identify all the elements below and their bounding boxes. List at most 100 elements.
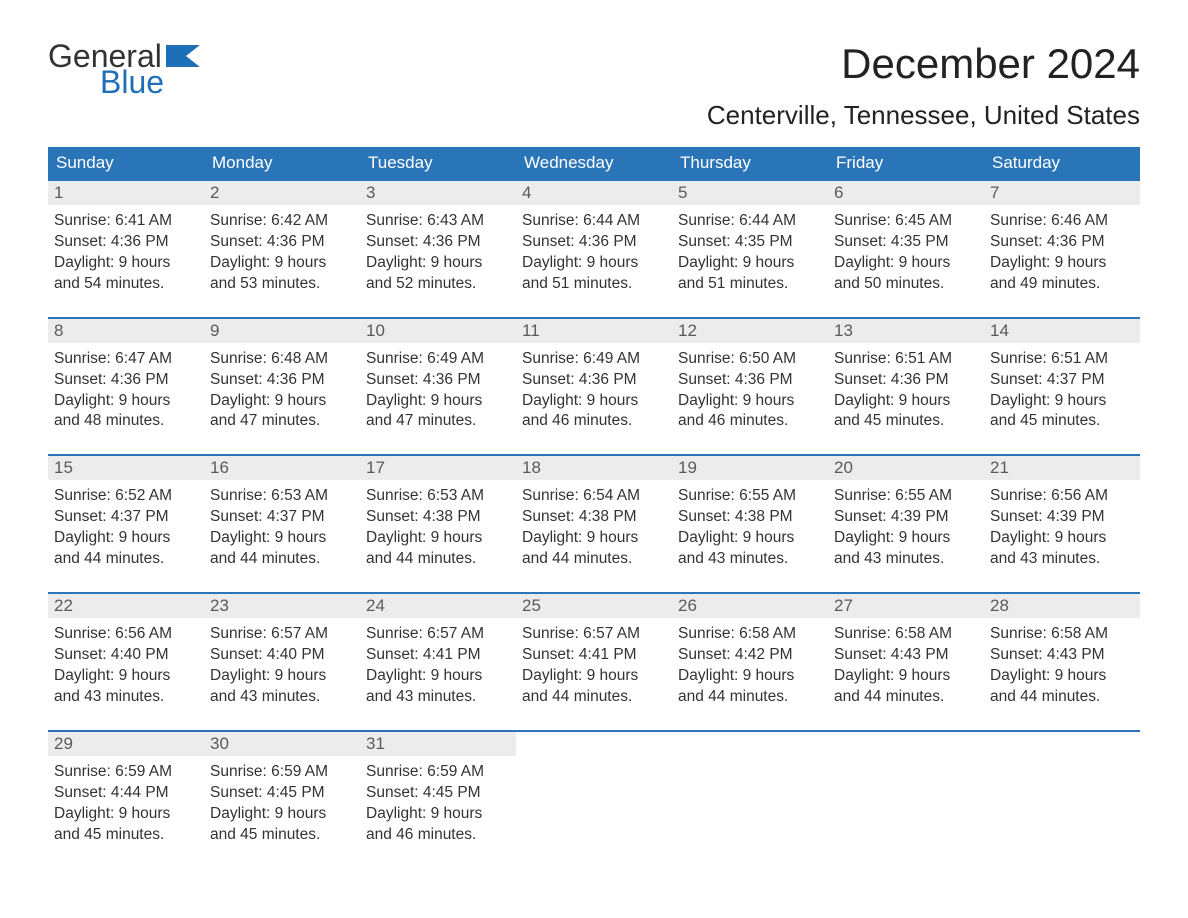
day-number: 6 — [828, 181, 984, 205]
daylight-line-2: and 43 minutes. — [834, 549, 978, 570]
day-cell: 21Sunrise: 6:56 AMSunset: 4:39 PMDayligh… — [984, 456, 1140, 574]
sunset-line: Sunset: 4:36 PM — [54, 370, 198, 391]
day-number: 10 — [360, 319, 516, 343]
day-of-week-header: Sunday Monday Tuesday Wednesday Thursday… — [48, 147, 1140, 179]
day-cell: 20Sunrise: 6:55 AMSunset: 4:39 PMDayligh… — [828, 456, 984, 574]
day-body: Sunrise: 6:45 AMSunset: 4:35 PMDaylight:… — [828, 205, 984, 299]
daylight-line-2: and 51 minutes. — [522, 274, 666, 295]
day-body: Sunrise: 6:59 AMSunset: 4:45 PMDaylight:… — [204, 756, 360, 850]
sunrise-line: Sunrise: 6:44 AM — [678, 211, 822, 232]
day-number: 29 — [48, 732, 204, 756]
day-body: Sunrise: 6:51 AMSunset: 4:37 PMDaylight:… — [984, 343, 1140, 437]
sunrise-line: Sunrise: 6:57 AM — [522, 624, 666, 645]
daylight-line-2: and 46 minutes. — [366, 825, 510, 846]
day-number: 21 — [984, 456, 1140, 480]
day-number: 22 — [48, 594, 204, 618]
day-number: 31 — [360, 732, 516, 756]
month-title: December 2024 — [707, 40, 1140, 88]
day-cell: 16Sunrise: 6:53 AMSunset: 4:37 PMDayligh… — [204, 456, 360, 574]
sunrise-line: Sunrise: 6:51 AM — [834, 349, 978, 370]
location-subtitle: Centerville, Tennessee, United States — [707, 100, 1140, 131]
day-cell: 5Sunrise: 6:44 AMSunset: 4:35 PMDaylight… — [672, 181, 828, 299]
sunset-line: Sunset: 4:36 PM — [366, 232, 510, 253]
day-number: 7 — [984, 181, 1140, 205]
sunset-line: Sunset: 4:38 PM — [678, 507, 822, 528]
sunset-line: Sunset: 4:36 PM — [834, 370, 978, 391]
day-number: 12 — [672, 319, 828, 343]
sunrise-line: Sunrise: 6:54 AM — [522, 486, 666, 507]
daylight-line-2: and 52 minutes. — [366, 274, 510, 295]
day-number: 26 — [672, 594, 828, 618]
day-body: Sunrise: 6:57 AMSunset: 4:41 PMDaylight:… — [360, 618, 516, 712]
daylight-line-1: Daylight: 9 hours — [834, 391, 978, 412]
sunrise-line: Sunrise: 6:51 AM — [990, 349, 1134, 370]
sunset-line: Sunset: 4:36 PM — [366, 370, 510, 391]
sunset-line: Sunset: 4:40 PM — [54, 645, 198, 666]
day-number: 4 — [516, 181, 672, 205]
daylight-line-2: and 51 minutes. — [678, 274, 822, 295]
week-row: 8Sunrise: 6:47 AMSunset: 4:36 PMDaylight… — [48, 317, 1140, 437]
day-body: Sunrise: 6:55 AMSunset: 4:39 PMDaylight:… — [828, 480, 984, 574]
day-cell: 9Sunrise: 6:48 AMSunset: 4:36 PMDaylight… — [204, 319, 360, 437]
sunrise-line: Sunrise: 6:52 AM — [54, 486, 198, 507]
daylight-line-1: Daylight: 9 hours — [366, 666, 510, 687]
daylight-line-1: Daylight: 9 hours — [54, 528, 198, 549]
day-number: 25 — [516, 594, 672, 618]
day-body: Sunrise: 6:58 AMSunset: 4:43 PMDaylight:… — [828, 618, 984, 712]
sunset-line: Sunset: 4:41 PM — [366, 645, 510, 666]
sunset-line: Sunset: 4:36 PM — [54, 232, 198, 253]
daylight-line-1: Daylight: 9 hours — [678, 528, 822, 549]
sunset-line: Sunset: 4:38 PM — [366, 507, 510, 528]
day-body: Sunrise: 6:50 AMSunset: 4:36 PMDaylight:… — [672, 343, 828, 437]
sunrise-line: Sunrise: 6:58 AM — [834, 624, 978, 645]
daylight-line-1: Daylight: 9 hours — [990, 528, 1134, 549]
sunrise-line: Sunrise: 6:44 AM — [522, 211, 666, 232]
daylight-line-2: and 44 minutes. — [366, 549, 510, 570]
week-row: 22Sunrise: 6:56 AMSunset: 4:40 PMDayligh… — [48, 592, 1140, 712]
day-body: Sunrise: 6:48 AMSunset: 4:36 PMDaylight:… — [204, 343, 360, 437]
sunrise-line: Sunrise: 6:59 AM — [54, 762, 198, 783]
daylight-line-2: and 44 minutes. — [678, 687, 822, 708]
day-cell: 4Sunrise: 6:44 AMSunset: 4:36 PMDaylight… — [516, 181, 672, 299]
day-body: Sunrise: 6:53 AMSunset: 4:37 PMDaylight:… — [204, 480, 360, 574]
sunrise-line: Sunrise: 6:58 AM — [990, 624, 1134, 645]
daylight-line-2: and 44 minutes. — [522, 687, 666, 708]
day-number: 28 — [984, 594, 1140, 618]
day-cell: 2Sunrise: 6:42 AMSunset: 4:36 PMDaylight… — [204, 181, 360, 299]
sunset-line: Sunset: 4:42 PM — [678, 645, 822, 666]
day-body: Sunrise: 6:51 AMSunset: 4:36 PMDaylight:… — [828, 343, 984, 437]
week-row: 15Sunrise: 6:52 AMSunset: 4:37 PMDayligh… — [48, 454, 1140, 574]
day-cell: 7Sunrise: 6:46 AMSunset: 4:36 PMDaylight… — [984, 181, 1140, 299]
header: General Blue December 2024 Centerville, … — [48, 40, 1140, 131]
day-body: Sunrise: 6:47 AMSunset: 4:36 PMDaylight:… — [48, 343, 204, 437]
day-number: 30 — [204, 732, 360, 756]
day-number: 3 — [360, 181, 516, 205]
day-number: 8 — [48, 319, 204, 343]
daylight-line-2: and 44 minutes. — [210, 549, 354, 570]
day-number: 5 — [672, 181, 828, 205]
day-cell: 12Sunrise: 6:50 AMSunset: 4:36 PMDayligh… — [672, 319, 828, 437]
sunset-line: Sunset: 4:36 PM — [210, 232, 354, 253]
daylight-line-1: Daylight: 9 hours — [366, 804, 510, 825]
dow-monday: Monday — [204, 147, 360, 179]
day-number: 27 — [828, 594, 984, 618]
day-number: 20 — [828, 456, 984, 480]
sunset-line: Sunset: 4:41 PM — [522, 645, 666, 666]
day-body: Sunrise: 6:53 AMSunset: 4:38 PMDaylight:… — [360, 480, 516, 574]
day-number: 9 — [204, 319, 360, 343]
day-body: Sunrise: 6:44 AMSunset: 4:36 PMDaylight:… — [516, 205, 672, 299]
sunrise-line: Sunrise: 6:49 AM — [522, 349, 666, 370]
day-number — [984, 732, 1140, 756]
sunset-line: Sunset: 4:36 PM — [210, 370, 354, 391]
dow-friday: Friday — [828, 147, 984, 179]
weeks-container: 1Sunrise: 6:41 AMSunset: 4:36 PMDaylight… — [48, 179, 1140, 849]
daylight-line-1: Daylight: 9 hours — [210, 804, 354, 825]
daylight-line-1: Daylight: 9 hours — [678, 391, 822, 412]
day-number: 2 — [204, 181, 360, 205]
day-number: 1 — [48, 181, 204, 205]
daylight-line-2: and 44 minutes. — [522, 549, 666, 570]
day-body: Sunrise: 6:57 AMSunset: 4:41 PMDaylight:… — [516, 618, 672, 712]
daylight-line-2: and 45 minutes. — [990, 411, 1134, 432]
sunset-line: Sunset: 4:35 PM — [678, 232, 822, 253]
daylight-line-2: and 45 minutes. — [54, 825, 198, 846]
